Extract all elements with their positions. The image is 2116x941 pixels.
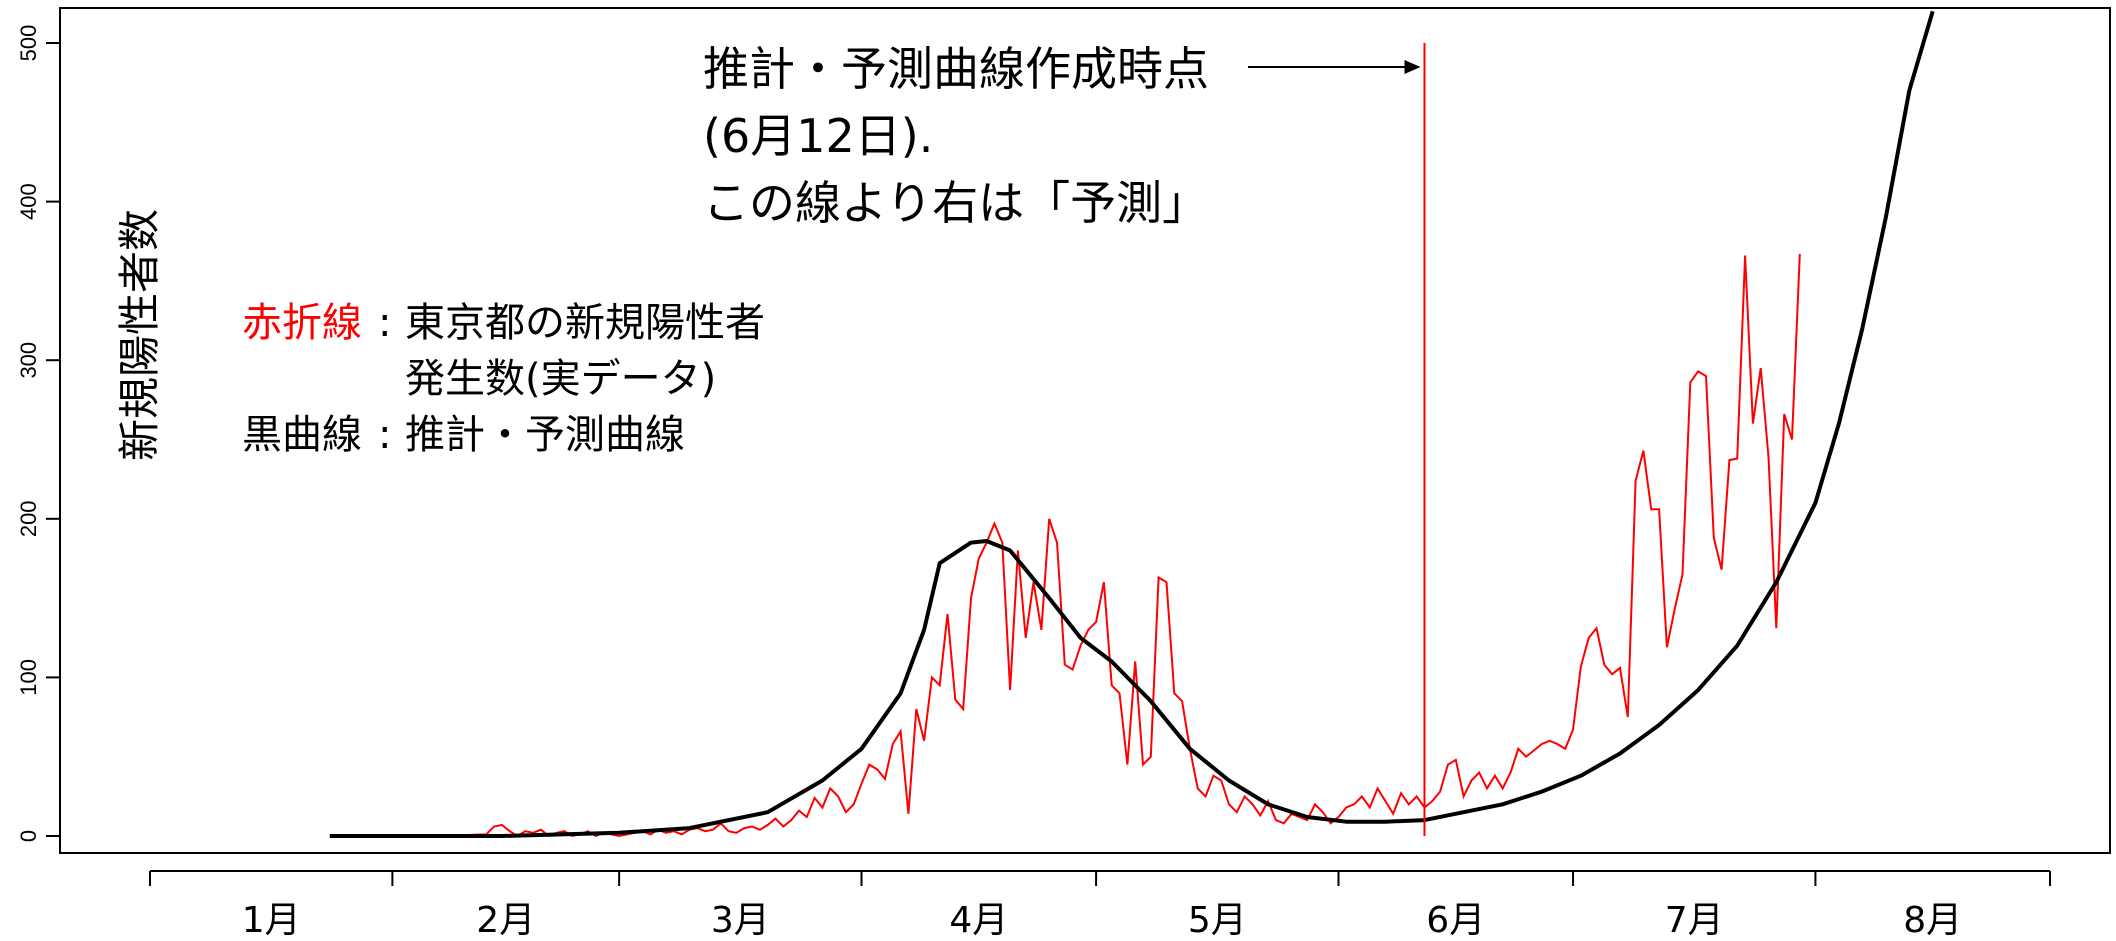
x-tick-label: 7月 (1665, 900, 1724, 941)
annotation-line3: この線より右は「予測」 (703, 176, 1208, 230)
legend-black-name: 黒曲線 (242, 412, 362, 458)
x-tick-label: 6月 (1426, 900, 1485, 941)
x-tick-label: 2月 (476, 900, 535, 941)
legend-red-line2: 発生数(実データ) (405, 356, 716, 402)
legend-sep-1: : (378, 300, 391, 346)
x-tick-label: 3月 (711, 900, 770, 941)
y-tick-label: 300 (16, 342, 41, 379)
x-tick-label: 1月 (242, 900, 301, 941)
legend-red-line1: 東京都の新規陽性者 (405, 300, 765, 346)
y-tick-label: 400 (16, 183, 41, 220)
y-tick-label: 500 (16, 25, 41, 62)
x-tick-label: 8月 (1903, 900, 1962, 941)
annotation-line1: 推計・予測曲線作成時点 (703, 42, 1209, 96)
legend: 赤折線 : 東京都の新規陽性者 発生数(実データ) 黒曲線 : 推計・予測曲線 (242, 300, 765, 458)
x-axis: 1月 2月 3月 4月 5月 6月 7月 8月 (149, 870, 2051, 941)
annotation: 推計・予測曲線作成時点 (6月12日). この線より右は「予測」 (703, 42, 1421, 230)
y-tick-label: 0 (16, 830, 41, 842)
legend-sep-2: : (378, 412, 391, 458)
legend-black-desc: 推計・予測曲線 (405, 412, 685, 458)
x-tick-label: 5月 (1188, 900, 1247, 941)
plot-frame (59, 7, 2111, 854)
annotation-arrowhead (1404, 60, 1421, 74)
legend-red-name: 赤折線 (242, 300, 362, 346)
y-axis: 0 100 200 300 400 500 (16, 25, 60, 842)
series-line-actual (329, 253, 1801, 838)
y-tick-label: 100 (16, 659, 41, 696)
x-tick-label: 4月 (949, 900, 1008, 941)
series-line-fit (329, 10, 1935, 838)
annotation-line2: (6月12日). (703, 109, 933, 163)
y-axis-label: 新規陽性者数 (115, 209, 164, 461)
y-tick-label: 200 (16, 500, 41, 537)
